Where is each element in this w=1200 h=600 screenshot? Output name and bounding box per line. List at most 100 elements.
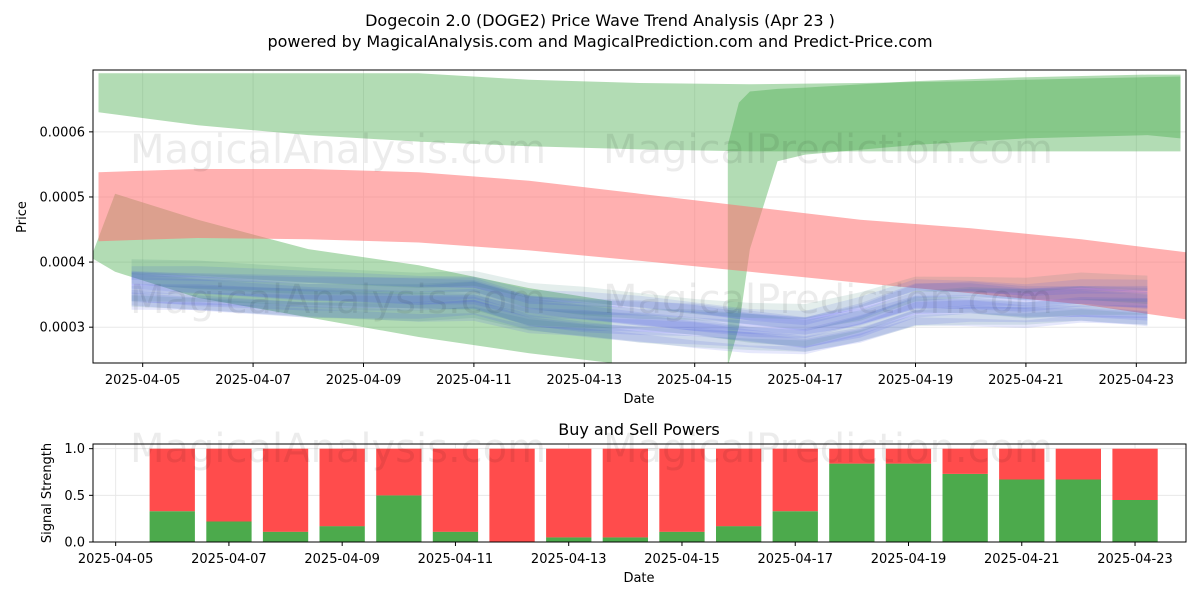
price-wave-3: [131, 290, 1148, 352]
price-x-tick-label: 2025-04-07: [215, 373, 291, 388]
price-x-tick-label: 2025-04-13: [547, 373, 623, 388]
buy-sell-bars: [149, 448, 1158, 542]
buy-bar: [942, 473, 988, 542]
sell-bar: [376, 448, 422, 496]
buy-sell-x-label: Date: [623, 571, 654, 586]
price-axes-frame: [92, 69, 1187, 364]
buy-sell-x-ticks: 2025-04-05 2025-04-07 2025-04-09 2025-04-11…: [78, 542, 1173, 567]
buy-sell-x-tick-label: 2025-04-11: [418, 552, 494, 567]
price-wave-10: [131, 273, 1148, 331]
price-y-label: Price: [15, 201, 30, 233]
watermark-prediction-2: MagicalPrediction.com: [603, 277, 1053, 323]
watermark-prediction-3: MagicalPrediction.com: [603, 426, 1053, 472]
price-x-tick-label: 2025-04-15: [657, 373, 733, 388]
buy-sell-x-tick-label: 2025-04-09: [304, 552, 380, 567]
price-wave-11: [131, 270, 1148, 332]
buy-bar: [432, 531, 479, 542]
chart-title: Dogecoin 2.0 (DOGE2) Price Wave Trend An…: [365, 11, 835, 30]
buy-sell-title: Buy and Sell Powers: [558, 420, 720, 439]
sell-bar: [319, 448, 365, 527]
price-wave-4: [131, 292, 1148, 348]
sell-bar: [829, 448, 875, 464]
price-y-tick-label: 0.0004: [40, 256, 86, 271]
buy-bar: [319, 526, 365, 542]
price-wave-panel: MagicalAnalysis.com MagicalPrediction.co…: [15, 69, 1187, 407]
watermark-analysis: MagicalAnalysis.com: [130, 127, 546, 173]
buy-bar: [772, 511, 818, 542]
sell-bar: [772, 448, 818, 512]
price-band-1: [98, 73, 1181, 152]
price-band-4: [98, 169, 1186, 320]
sell-bar: [1055, 448, 1101, 480]
price-wave-5: [131, 289, 1148, 349]
sell-bar: [885, 448, 932, 464]
buy-sell-x-tick-label: 2025-04-19: [871, 552, 947, 567]
price-bands: [93, 73, 1186, 363]
sell-bar: [546, 448, 592, 538]
buy-sell-axes-frame: [92, 443, 1187, 543]
buy-sell-y-ticks: 0.0 0.5 1.0: [64, 442, 93, 551]
chart-subtitle: powered by MagicalAnalysis.com and Magic…: [267, 32, 932, 51]
buy-sell-x-tick-label: 2025-04-15: [644, 552, 720, 567]
price-wave-13: [131, 266, 1148, 323]
sell-bar: [206, 448, 252, 522]
price-x-tick-label: 2025-04-09: [326, 373, 402, 388]
price-band-2: [727, 74, 1181, 363]
buy-bar: [1055, 479, 1101, 542]
buy-sell-x-tick-label: 2025-04-21: [984, 552, 1060, 567]
buy-sell-x-tick-label: 2025-04-17: [757, 552, 833, 567]
buy-bar: [659, 531, 705, 542]
price-waves: [131, 259, 1148, 355]
buy-sell-y-tick-label: 1.0: [64, 442, 85, 457]
price-y-ticks: 0.0003 0.0004 0.0005 0.0006: [40, 125, 93, 336]
watermark-analysis-3: MagicalAnalysis.com: [130, 426, 546, 472]
price-wave-1: [131, 302, 1148, 355]
buy-bar: [149, 511, 195, 542]
buy-sell-y-label: Signal Strength: [40, 443, 55, 543]
price-x-tick-label: 2025-04-19: [878, 373, 954, 388]
price-wave-2: [131, 295, 1148, 352]
buy-bar: [602, 537, 648, 542]
sell-bar: [602, 448, 648, 538]
buy-bar: [999, 479, 1045, 542]
buy-sell-x-tick-label: 2025-04-13: [531, 552, 607, 567]
buy-sell-panel: Buy and Sell Powers MagicalAnalysis.com …: [40, 420, 1187, 586]
buy-sell-x-tick-label: 2025-04-23: [1097, 552, 1173, 567]
sell-bar: [659, 448, 705, 532]
buy-sell-x-tick-label: 2025-04-05: [78, 552, 154, 567]
price-y-tick-label: 0.0005: [40, 190, 86, 205]
sell-bar: [489, 448, 535, 542]
sell-bar: [716, 448, 762, 527]
buy-sell-y-tick-label: 0.0: [64, 536, 85, 551]
buy-bar: [1112, 500, 1158, 542]
price-wave-12: [131, 272, 1148, 326]
sell-bar: [999, 448, 1045, 480]
price-x-tick-label: 2025-04-17: [767, 373, 843, 388]
buy-bar: [206, 521, 252, 542]
price-x-label: Date: [623, 392, 654, 407]
sell-bar: [432, 448, 479, 532]
price-x-ticks: 2025-04-05 2025-04-07 2025-04-09 2025-04-11…: [105, 363, 1174, 388]
price-y-tick-label: 0.0003: [40, 321, 86, 336]
price-x-tick-label: 2025-04-11: [436, 373, 512, 388]
price-x-tick-label: 2025-04-23: [1099, 373, 1175, 388]
buy-bar: [716, 526, 762, 542]
watermark-prediction: MagicalPrediction.com: [603, 127, 1053, 173]
sell-bar: [1112, 448, 1158, 500]
buy-sell-y-tick-label: 0.5: [64, 489, 85, 504]
buy-bar: [546, 537, 592, 542]
buy-bar: [376, 495, 422, 542]
buy-bar: [262, 531, 309, 542]
sell-bar: [942, 448, 988, 474]
price-wave-9: [131, 271, 1148, 335]
buy-sell-x-tick-label: 2025-04-07: [191, 552, 267, 567]
sell-bar: [262, 448, 309, 532]
price-wave-14: [131, 259, 1148, 320]
price-x-tick-label: 2025-04-05: [105, 373, 181, 388]
sell-bar: [149, 448, 195, 512]
price-wave-7: [131, 284, 1148, 339]
price-x-tick-label: 2025-04-21: [988, 373, 1064, 388]
price-wave-8: [131, 277, 1148, 336]
buy-bar: [885, 463, 932, 542]
